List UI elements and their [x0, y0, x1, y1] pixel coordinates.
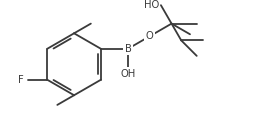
Text: B: B [125, 44, 131, 54]
Text: O: O [146, 31, 154, 41]
Text: HO: HO [144, 0, 159, 10]
Text: F: F [18, 75, 24, 85]
Text: OH: OH [120, 69, 136, 79]
